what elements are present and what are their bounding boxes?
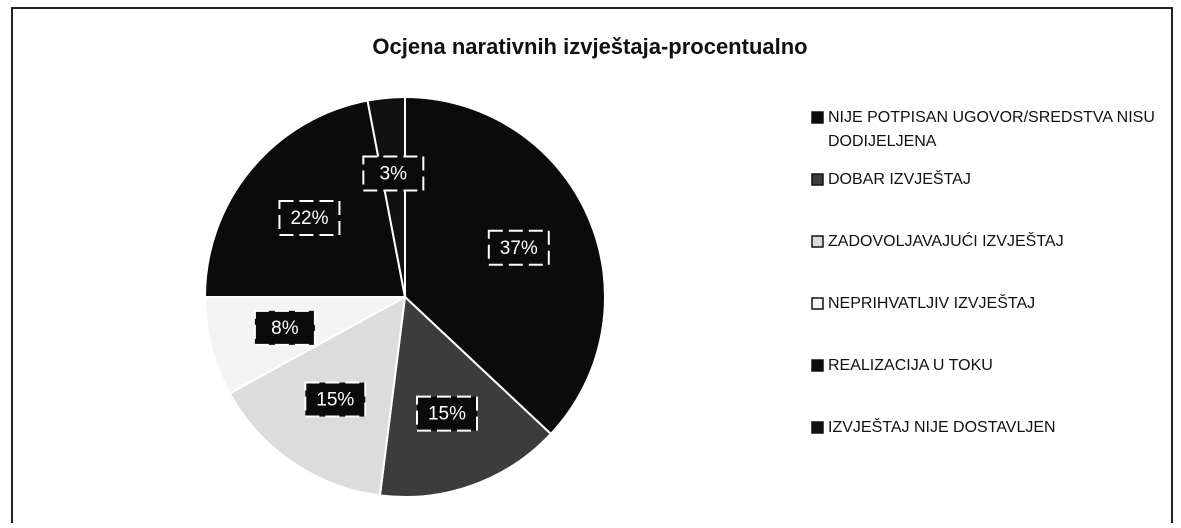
frame bbox=[11, 7, 1173, 528]
data-label: 22% bbox=[290, 208, 328, 229]
legend-label: NIJE POTPISAN UGOVOR/SREDSTVA NISU DODIJE… bbox=[828, 109, 1155, 150]
legend-swatch bbox=[811, 421, 824, 434]
chart-title: Ocjena narativnih izvještaja-procentualn… bbox=[372, 34, 807, 59]
pie-slice bbox=[203, 99, 407, 298]
pie-slice bbox=[404, 95, 606, 436]
data-label: 15% bbox=[428, 404, 466, 425]
pie-slice bbox=[366, 95, 406, 298]
legend-label: IZVJEŠTAJ NIJE DOSTAVLJEN bbox=[828, 417, 1056, 436]
legend-label: REALIZACIJA U TOKU bbox=[828, 357, 993, 374]
data-label: 37% bbox=[500, 238, 538, 259]
data-label-box bbox=[487, 229, 550, 266]
legend-swatch bbox=[811, 297, 824, 310]
data-label-box bbox=[362, 155, 425, 192]
data-label: 3% bbox=[380, 164, 408, 185]
data-label-box bbox=[253, 309, 316, 346]
data-label: 8% bbox=[271, 318, 299, 339]
data-label: 15% bbox=[316, 390, 354, 411]
legend-label: ZADOVOLJAVAJUĆI IZVJEŠTAJ bbox=[828, 231, 1064, 250]
data-label-box bbox=[416, 395, 479, 432]
legend-label: DOBAR IZVJEŠTAJ bbox=[828, 169, 971, 188]
data-label-box bbox=[304, 381, 367, 418]
legend-swatch bbox=[811, 173, 824, 186]
legend-label: NEPRIHVATLJIV IZVJEŠTAJ bbox=[828, 293, 1035, 312]
legend-swatch bbox=[811, 235, 824, 248]
legend-swatch bbox=[811, 111, 824, 124]
legend-swatch bbox=[811, 359, 824, 372]
data-label-box bbox=[278, 199, 341, 236]
